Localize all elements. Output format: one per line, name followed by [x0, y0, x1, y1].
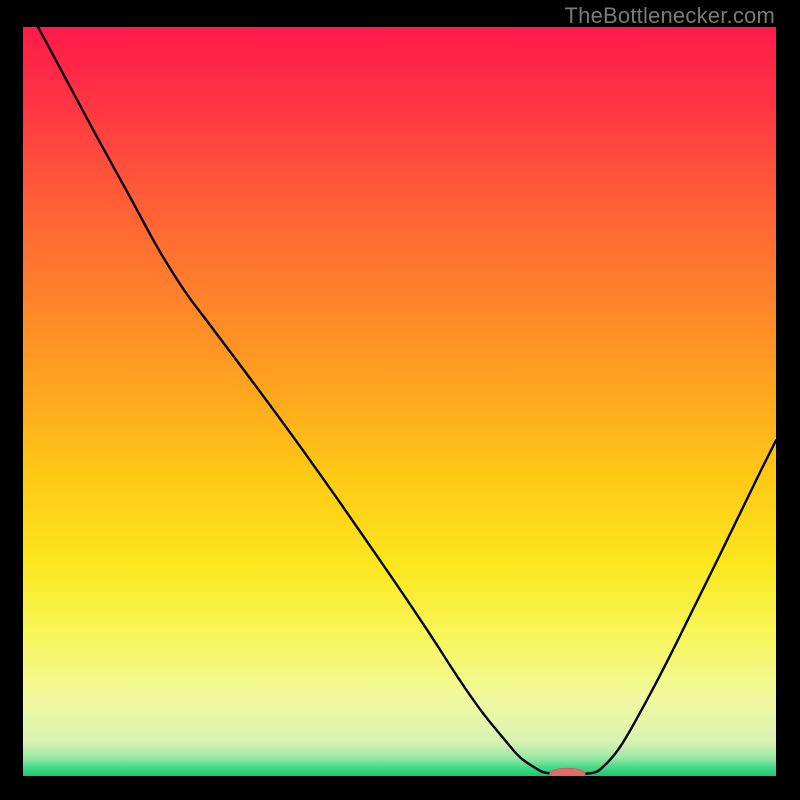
bottleneck-curve	[38, 27, 776, 774]
plot-area	[23, 27, 776, 776]
watermark-text: TheBottlenecker.com	[565, 3, 775, 29]
chart-svg	[23, 27, 776, 776]
optimum-marker	[549, 768, 585, 776]
